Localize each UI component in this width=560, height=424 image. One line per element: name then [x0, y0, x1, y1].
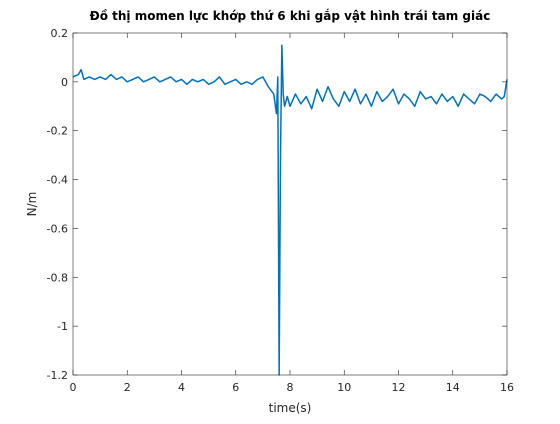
x-tick-label: 10	[337, 381, 351, 394]
x-tick-label: 6	[232, 381, 239, 394]
y-tick-label: -1	[57, 320, 68, 333]
y-tick-label: -0.8	[47, 271, 68, 284]
x-tick-label: 12	[392, 381, 406, 394]
y-axis-label: N/m	[25, 192, 39, 217]
x-tick-label: 14	[446, 381, 460, 394]
y-tick-label: -0.6	[47, 222, 68, 235]
x-tick-label: 4	[178, 381, 185, 394]
y-tick-label: -1.2	[47, 369, 68, 382]
y-tick-label: 0	[61, 76, 68, 89]
x-tick-label: 8	[287, 381, 294, 394]
y-tick-label: 0.2	[51, 27, 69, 40]
x-tick-label: 0	[70, 381, 77, 394]
plot-area	[73, 33, 507, 375]
x-tick-label: 2	[124, 381, 131, 394]
x-axis-label: time(s)	[269, 401, 312, 415]
y-tick-label: -0.4	[47, 174, 68, 187]
chart-title: Đồ thị momen lực khớp thứ 6 khi gắp vật …	[90, 9, 491, 23]
data-line	[72, 44, 508, 376]
y-tick-label: -0.2	[47, 125, 68, 138]
x-tick-label: 16	[500, 381, 514, 394]
